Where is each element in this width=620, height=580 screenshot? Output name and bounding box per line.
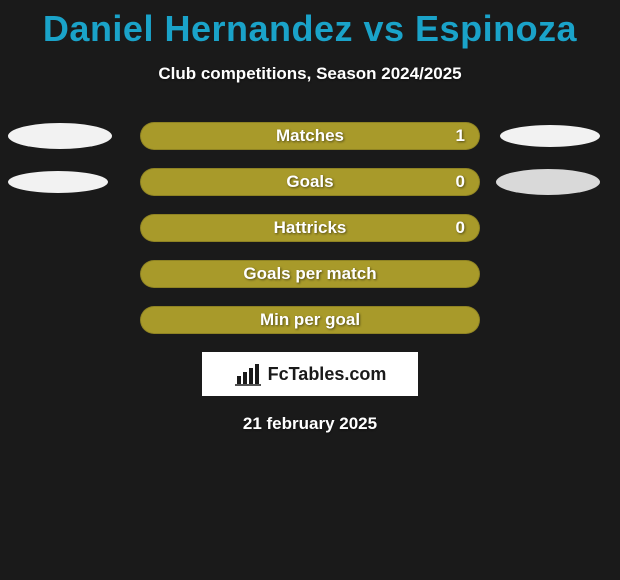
stat-row: Matches 1: [0, 122, 620, 150]
stat-value: 0: [456, 218, 465, 238]
stat-row: Goals 0: [0, 168, 620, 196]
stat-row: Goals per match: [0, 260, 620, 288]
subtitle: Club competitions, Season 2024/2025: [0, 64, 620, 84]
stat-value: 1: [456, 126, 465, 146]
comparison-infographic: Daniel Hernandez vs Espinoza Club compet…: [0, 0, 620, 580]
bar-chart-icon: [234, 362, 262, 386]
page-title: Daniel Hernandez vs Espinoza: [0, 0, 620, 50]
stat-row: Hattricks 0: [0, 214, 620, 242]
stat-label: Hattricks: [274, 218, 347, 238]
stat-bar: Min per goal: [140, 306, 480, 334]
player-left-marker: [8, 171, 108, 193]
stat-label: Goals: [286, 172, 333, 192]
stat-bar: Hattricks 0: [140, 214, 480, 242]
date-text: 21 february 2025: [0, 414, 620, 434]
logo-box: FcTables.com: [202, 352, 418, 396]
player-right-marker: [496, 169, 600, 195]
stat-rows: Matches 1 Goals 0 Hattricks 0 Goals per …: [0, 122, 620, 334]
stat-label: Matches: [276, 126, 344, 146]
stat-bar: Goals per match: [140, 260, 480, 288]
logo-text: FcTables.com: [268, 364, 387, 385]
stat-bar: Matches 1: [140, 122, 480, 150]
stat-bar: Goals 0: [140, 168, 480, 196]
stat-label: Min per goal: [260, 310, 360, 330]
stat-value: 0: [456, 172, 465, 192]
stat-row: Min per goal: [0, 306, 620, 334]
stat-label: Goals per match: [243, 264, 376, 284]
player-left-marker: [8, 123, 112, 149]
player-right-marker: [500, 125, 600, 147]
